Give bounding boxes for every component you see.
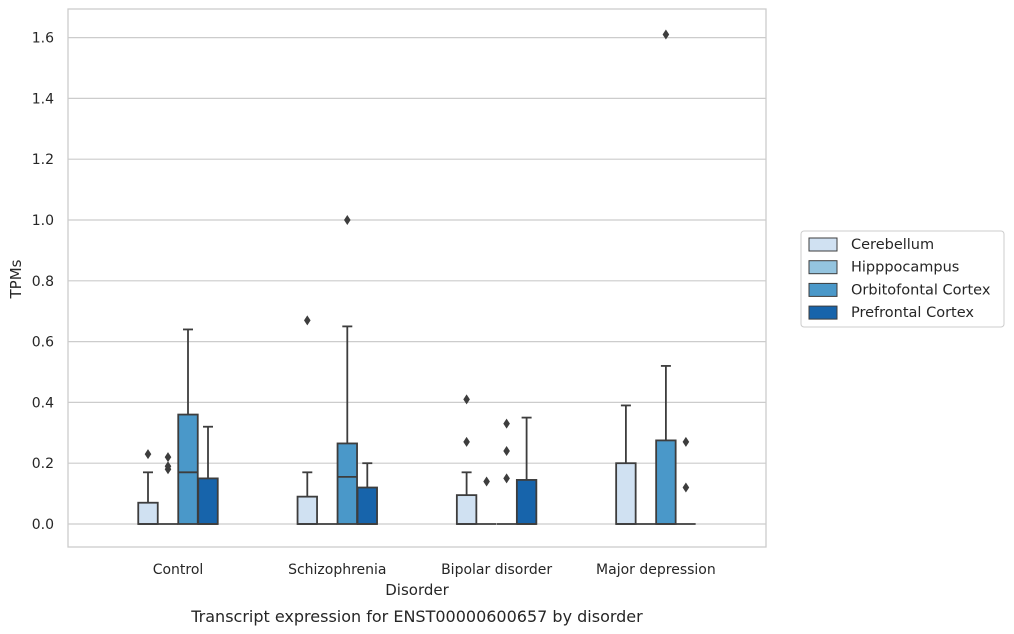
- outlier-point: [463, 436, 470, 447]
- box: [197, 477, 219, 525]
- y-tick-label: 1.0: [32, 213, 54, 229]
- x-tick-label: Control: [153, 562, 204, 578]
- y-tick-label: 0.6: [32, 335, 54, 351]
- box: [515, 479, 538, 525]
- box-2-2: [496, 418, 517, 525]
- box-0-3: [615, 404, 637, 525]
- x-tick-label: Bipolar disorder: [441, 562, 552, 578]
- legend-swatch: [808, 260, 838, 275]
- box: [137, 501, 159, 525]
- outlier-point: [463, 394, 470, 405]
- box: [615, 462, 637, 525]
- legend-swatch: [808, 237, 838, 252]
- x-axis-title: Disorder: [385, 581, 449, 599]
- outlier-point: [503, 418, 510, 429]
- box: [356, 486, 378, 525]
- box: [655, 439, 677, 525]
- outlier-point: [483, 476, 490, 487]
- outlier-point: [164, 461, 172, 472]
- box-3-1: [356, 462, 378, 525]
- y-tick-label: 0.0: [32, 517, 54, 533]
- box-0-2: [455, 394, 478, 525]
- outlier-point: [682, 482, 690, 493]
- plot-frame: [67, 8, 767, 548]
- box-1-0: [158, 452, 178, 525]
- box-3-3: [676, 436, 696, 525]
- box-2-0: [177, 328, 199, 525]
- y-tick-label: 0.4: [32, 395, 54, 411]
- legend-label: Orbitofontal Cortex: [851, 282, 991, 298]
- x-tick-labels: Control Schizophrenia Bipolar disorder Majo…: [153, 562, 716, 578]
- legend-frame: [800, 230, 1005, 328]
- box-0-0: [137, 449, 159, 525]
- box-plots: [137, 29, 696, 525]
- box: [296, 495, 318, 525]
- outlier-point: [144, 449, 152, 460]
- y-tick-labels: 0.0 0.2 0.4 0.6 0.8 1.0 1.2 1.4 1.6: [32, 31, 54, 533]
- legend-swatch: [808, 305, 838, 320]
- legend-label: Prefrontal Cortex: [851, 305, 974, 321]
- legend: Cerebellum Hipppocampus Orbitofontal Corte…: [800, 230, 1005, 328]
- x-tick-label: Schizophrenia: [288, 562, 386, 578]
- y-tick-label: 1.4: [32, 91, 54, 107]
- outlier-point: [344, 215, 351, 225]
- box-3-0: [197, 425, 219, 525]
- chart-caption: Transcript expression for ENST0000060065…: [190, 607, 643, 626]
- box-2-1: [336, 215, 358, 525]
- y-tick-label: 0.8: [32, 274, 54, 290]
- legend-label: Cerebellum: [851, 237, 934, 253]
- box-2-3: [655, 29, 677, 525]
- outlier-point: [304, 315, 311, 326]
- y-tick-label: 0.2: [32, 456, 54, 472]
- box-3-2: [515, 416, 538, 525]
- box: [336, 442, 358, 525]
- outlier-point: [503, 446, 510, 457]
- outlier-point: [503, 473, 510, 484]
- legend-label: Hipppocampus: [851, 260, 959, 276]
- box: [455, 494, 478, 525]
- y-axis-title: TPMs: [7, 259, 25, 299]
- x-tick-label: Major depression: [596, 562, 716, 578]
- y-tick-label: 1.6: [32, 31, 54, 47]
- outlier-point: [682, 436, 690, 447]
- box: [177, 413, 199, 525]
- box-0-1: [296, 315, 318, 525]
- outlier-point: [164, 452, 172, 463]
- y-tick-label: 1.2: [32, 152, 54, 168]
- legend-swatch: [808, 282, 838, 297]
- outlier-point: [662, 29, 670, 40]
- box-1-2: [476, 476, 497, 525]
